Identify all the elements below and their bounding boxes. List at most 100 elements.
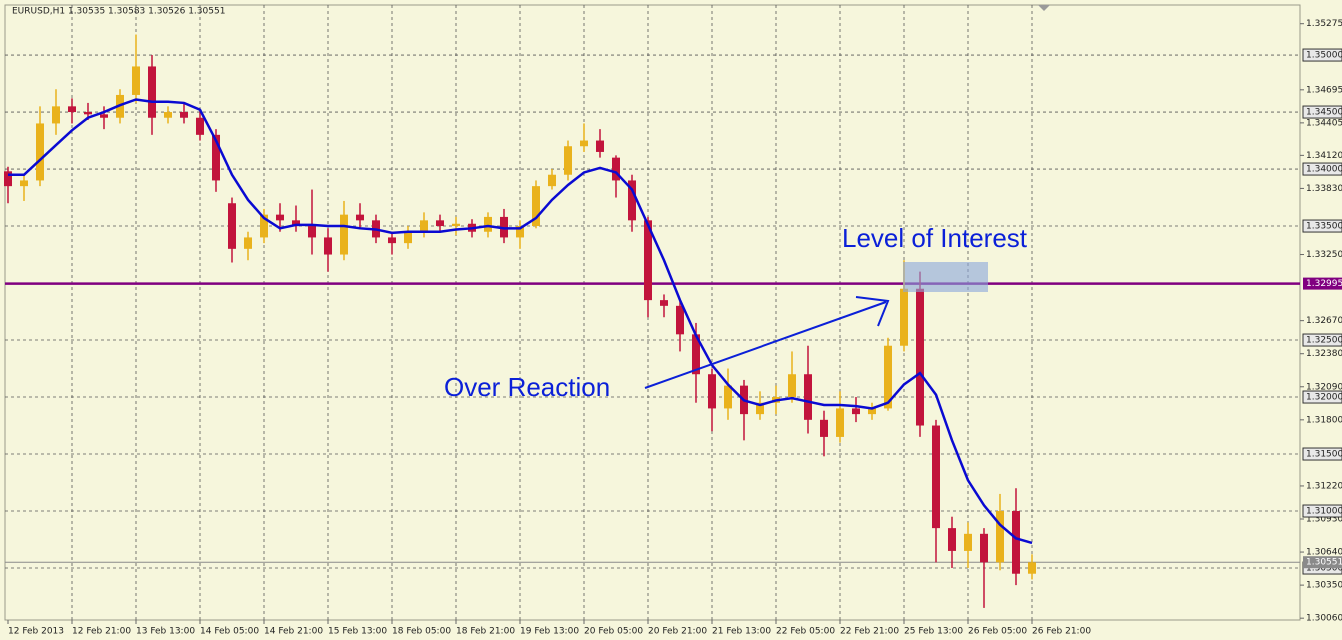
candle-body	[916, 288, 924, 426]
y-tick-label: 1.31000	[1306, 507, 1342, 517]
candle-body	[564, 146, 572, 175]
candle-body	[948, 528, 956, 551]
interest-zone	[903, 262, 988, 292]
y-tick-label: 1.31500	[1306, 450, 1342, 460]
candle-body	[532, 186, 540, 227]
y-level-box	[1302, 219, 1342, 233]
candle-body	[804, 374, 812, 420]
candle-body	[212, 134, 220, 181]
x-tick-label: 12 Feb 2013	[8, 627, 64, 637]
candle-body	[1012, 511, 1020, 574]
candle-body	[148, 66, 156, 118]
x-tick-label: 14 Feb 05:00	[200, 627, 259, 637]
x-tick-label: 22 Feb 05:00	[776, 627, 835, 637]
y-tick-label: 1.32500	[1306, 336, 1342, 346]
chart-title: EURUSD,H1 1.30535 1.30583 1.30526 1.3055…	[12, 7, 225, 17]
x-tick-label: 19 Feb 13:00	[520, 627, 579, 637]
candle-body	[324, 237, 332, 255]
candle-body	[788, 374, 796, 398]
candle-body	[932, 425, 940, 529]
y-level-box	[1302, 48, 1342, 62]
candle-body	[244, 237, 252, 249]
candle-body	[196, 117, 204, 135]
y-tick-label: 1.35000	[1306, 51, 1342, 61]
candle-body	[596, 140, 604, 152]
y-tick-label: 1.32380	[1306, 349, 1342, 359]
x-tick-label: 14 Feb 21:00	[264, 627, 323, 637]
x-tick-label: 20 Feb 05:00	[584, 627, 643, 637]
candle-body	[836, 408, 844, 437]
y-tick-label: 1.32090	[1306, 382, 1342, 392]
candle-body	[724, 385, 732, 409]
x-tick-label: 20 Feb 21:00	[648, 627, 707, 637]
y-tick-label: 1.33830	[1306, 184, 1342, 194]
y-tick-label: 1.34695	[1306, 85, 1342, 95]
y-tick-label: 1.30500	[1306, 564, 1342, 574]
candle-body	[676, 305, 684, 335]
candle-body	[996, 511, 1004, 563]
candle-body	[660, 300, 668, 306]
y-level-box	[1302, 390, 1342, 404]
level-label: 1.32995	[1306, 279, 1342, 289]
candle-body	[868, 408, 876, 415]
x-tick-label: 18 Feb 21:00	[456, 627, 515, 637]
x-tick-label: 26 Feb 21:00	[1032, 627, 1091, 637]
y-tick-label: 1.30350	[1306, 581, 1342, 591]
candle-body	[100, 114, 108, 118]
y-tick-label: 1.32670	[1306, 316, 1342, 326]
y-tick-label: 1.30640	[1306, 548, 1342, 558]
current-price-box	[1303, 556, 1342, 569]
candle-body	[68, 106, 76, 113]
candle-body	[36, 123, 44, 181]
x-tick-label: 21 Feb 13:00	[712, 627, 771, 637]
plot-frame	[4, 4, 1301, 621]
candle-body	[228, 203, 236, 249]
candle-body	[388, 237, 396, 244]
x-tick-label: 15 Feb 13:00	[328, 627, 387, 637]
moving-average	[8, 98, 1033, 545]
candle-body	[436, 220, 444, 227]
y-level-box	[1302, 504, 1342, 518]
x-tick-label: 18 Feb 05:00	[392, 627, 451, 637]
candle-body	[516, 226, 524, 238]
candle-body	[692, 334, 700, 375]
candle-body	[164, 112, 172, 118]
candle-body	[340, 214, 348, 255]
candle-body	[52, 106, 60, 124]
candle-body	[4, 171, 12, 187]
candle-body	[708, 374, 716, 409]
y-tick-label: 1.31800	[1306, 415, 1342, 425]
level-box	[1303, 277, 1342, 290]
candle-body	[132, 66, 140, 95]
candle-body	[1028, 562, 1036, 574]
candle-body	[644, 220, 652, 301]
annotation: Over Reaction	[444, 372, 610, 402]
candle-body	[452, 223, 460, 227]
x-tick-label: 12 Feb 21:00	[72, 627, 131, 637]
candle-body	[980, 533, 988, 563]
candle-body	[612, 157, 620, 181]
candle-body	[420, 220, 428, 232]
y-tick-label: 1.35275	[1306, 19, 1342, 29]
x-tick-label: 25 Feb 13:00	[904, 627, 963, 637]
candle-body	[548, 174, 556, 187]
current-price-label: 1.30551	[1306, 558, 1342, 568]
candle-body	[820, 419, 828, 437]
candle-body	[404, 231, 412, 244]
y-tick-label: 1.34000	[1306, 165, 1342, 175]
arrow-shaft	[644, 301, 887, 389]
candle-body	[260, 214, 268, 238]
candle-body	[900, 288, 908, 346]
x-tick-label: 13 Feb 13:00	[136, 627, 195, 637]
candle-body	[308, 226, 316, 238]
candle-body	[20, 180, 28, 187]
candle-body	[852, 408, 860, 415]
y-tick-label: 1.34405	[1306, 118, 1342, 128]
candle-body	[964, 533, 972, 551]
y-tick-label: 1.34120	[1306, 151, 1342, 161]
y-tick-label: 1.33250	[1306, 250, 1342, 260]
x-tick-label: 22 Feb 21:00	[840, 627, 899, 637]
y-level-box	[1302, 333, 1342, 347]
